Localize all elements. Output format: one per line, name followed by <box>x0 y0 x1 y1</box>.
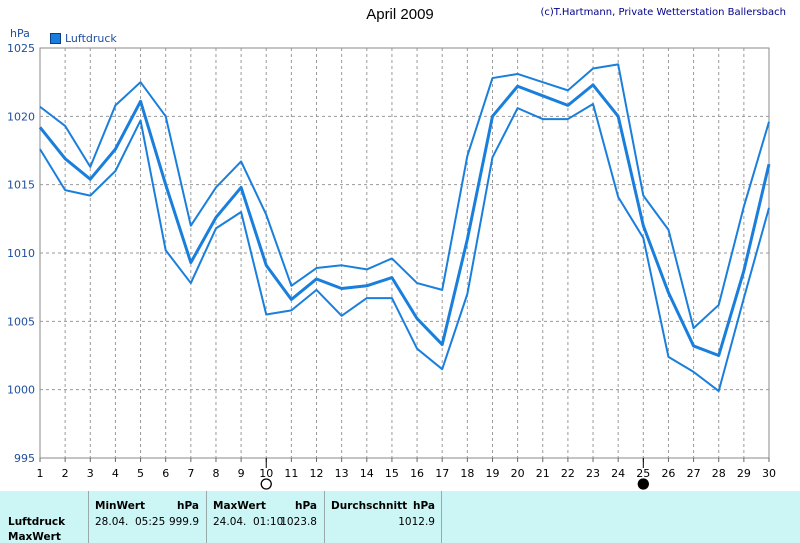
x-tick-label: 11 <box>284 467 298 480</box>
row-label-pressure: Luftdruck <box>8 516 66 528</box>
max-cell: MaxWert hPa 24.04. 01:10 1023.8 <box>206 491 325 543</box>
x-tick-label: 19 <box>485 467 499 480</box>
x-tick-label: 24 <box>611 467 625 480</box>
x-tick-label: 28 <box>712 467 726 480</box>
chart-credit: (c)T.Hartmann, Private Wetterstation Bal… <box>540 7 786 18</box>
x-tick-label: 17 <box>435 467 449 480</box>
max-header: MaxWert <box>213 500 266 512</box>
x-tick-label: 9 <box>238 467 245 480</box>
legend-label: Luftdruck <box>65 32 117 45</box>
avg-unit: hPa <box>413 500 435 512</box>
x-tick-label: 22 <box>561 467 575 480</box>
legend: Luftdruck <box>50 32 117 45</box>
y-tick-label: 1020 <box>7 110 35 123</box>
avg-value: 1012.9 <box>398 516 435 528</box>
min-cell: MinWert hPa 28.04. 05:25 999.9 <box>88 491 207 543</box>
max-time: 01:10 <box>253 516 284 528</box>
x-tick-label: 10 <box>259 467 273 480</box>
y-tick-label: 995 <box>14 452 35 465</box>
x-tick-label: 1 <box>37 467 44 480</box>
summary-panel: Luftdruck MaxWert MinWert hPa 28.04. 05:… <box>0 491 800 543</box>
max-unit: hPa <box>295 500 317 512</box>
y-tick-label: 1010 <box>7 247 35 260</box>
x-tick-label: 4 <box>112 467 119 480</box>
min-unit: hPa <box>177 500 199 512</box>
y-tick-label: 1000 <box>7 384 35 397</box>
x-tick-label: 23 <box>586 467 600 480</box>
x-tick-label: 8 <box>212 467 219 480</box>
y-axis-unit: hPa <box>10 27 30 40</box>
x-tick-label: 30 <box>762 467 776 480</box>
x-tick-label: 3 <box>87 467 94 480</box>
y-tick-label: 1015 <box>7 179 35 192</box>
min-date: 28.04. <box>95 516 129 528</box>
x-tick-label: 16 <box>410 467 424 480</box>
chart-title: April 2009 <box>366 6 434 23</box>
series-line-max <box>39 63 770 330</box>
y-tick-label: 1005 <box>7 315 35 328</box>
x-tick-label: 6 <box>162 467 169 480</box>
max-value: 1023.8 <box>280 516 317 528</box>
x-tick-label: 12 <box>310 467 324 480</box>
x-tick-label: 2 <box>62 467 69 480</box>
x-tick-label: 29 <box>737 467 751 480</box>
y-tick-label: 1025 <box>7 42 35 55</box>
moon-full-icon <box>260 478 272 490</box>
x-tick-label: 14 <box>360 467 374 480</box>
max-date: 24.04. <box>213 516 247 528</box>
x-tick-label: 26 <box>661 467 675 480</box>
x-tick-label: 18 <box>460 467 474 480</box>
x-tick-label: 20 <box>511 467 525 480</box>
x-tick-label: 5 <box>137 467 144 480</box>
x-tick-label: 13 <box>335 467 349 480</box>
x-tick-label: 27 <box>687 467 701 480</box>
pressure-chart: 1 2 3 4 5 6 7 8 9 10 11 12 13 14 15 16 17 18 19 20 21 22 23 24 2… <box>7 42 776 490</box>
x-tick-label: 25 <box>636 467 650 480</box>
series-line-min <box>39 103 770 393</box>
x-tick-label: 7 <box>187 467 194 480</box>
row-label-max: MaxWert <box>8 531 61 543</box>
series-line-mean <box>38 83 771 357</box>
avg-header: Durchschnitt <box>331 500 408 512</box>
moon-new-icon <box>637 478 649 490</box>
x-tick-label: 15 <box>385 467 399 480</box>
min-header: MinWert <box>95 500 146 512</box>
x-tick-label: 21 <box>536 467 550 480</box>
legend-swatch <box>50 33 61 44</box>
min-value: 999.9 <box>168 516 199 528</box>
avg-cell: Durchschnitt hPa 1012.9 <box>324 491 442 543</box>
min-time: 05:25 <box>135 516 166 528</box>
